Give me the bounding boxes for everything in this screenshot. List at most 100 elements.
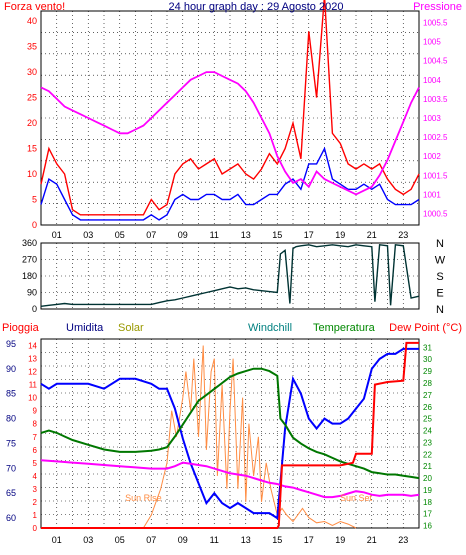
wind-direction-tick-label: 360 xyxy=(22,238,37,248)
wind-pressure-series xyxy=(40,0,420,221)
humidity-series-line xyxy=(40,347,419,520)
x-tick-label: 23 xyxy=(398,230,408,240)
temperature-tick-label: 26 xyxy=(423,403,432,412)
rain-humidity-temp-x-ticks: 01 03 05 07 09 11 13 15 17 19 21 23 xyxy=(52,535,409,545)
wind-direction-series xyxy=(40,244,420,307)
rain-tick-label: 8 xyxy=(33,420,38,429)
x-tick-label: 01 xyxy=(52,535,62,545)
rain-tick-label: 10 xyxy=(28,394,37,403)
x-tick-label: 03 xyxy=(83,230,93,240)
rain-tick-label: 2 xyxy=(33,498,38,507)
wind-direction-tick-label: 180 xyxy=(22,271,37,281)
wind-pressure-x-ticks: 01 03 05 07 09 11 13 15 17 19 21 23 xyxy=(52,230,409,240)
rain-tick-label: 12 xyxy=(28,368,37,377)
temperature-tick-label: 29 xyxy=(423,367,432,376)
x-tick-label: 17 xyxy=(304,535,314,545)
rain-tick-label: 0 xyxy=(33,524,38,533)
temperature-tick-label: 22 xyxy=(423,450,432,459)
wind-series-line xyxy=(40,146,420,221)
pressure-right-tick-label: 1002.5 xyxy=(423,133,448,142)
temperature-series-line xyxy=(40,367,420,480)
temperature-tick-label: 25 xyxy=(423,415,432,424)
rain-tick-label: 7 xyxy=(33,433,38,442)
dewpoint-series-line xyxy=(40,459,420,499)
wind-direction-tick-label: 0 xyxy=(32,304,37,314)
pressure-right-tick-label: 1005.5 xyxy=(423,18,448,27)
temperature-label: Temperatura xyxy=(313,322,376,334)
x-tick-label: 09 xyxy=(178,230,188,240)
wind-left-tick-label: 35 xyxy=(27,42,37,52)
pressure-right-tick-label: 1000.5 xyxy=(423,210,448,219)
x-tick-label: 11 xyxy=(210,535,219,545)
wind-left-axis-ticks: 0 5 10 15 20 25 30 35 40 xyxy=(27,16,37,230)
x-tick-label: 01 xyxy=(52,230,62,240)
sun-annotation-label: Sun Set xyxy=(340,493,373,503)
pressure-right-tick-label: 1001 xyxy=(423,190,441,199)
x-tick-label: 07 xyxy=(146,535,156,545)
x-tick-label: 05 xyxy=(115,535,125,545)
humidity-tick-label: 60 xyxy=(6,513,16,523)
humidity-tick-label: 70 xyxy=(6,463,16,473)
temperature-tick-label: 31 xyxy=(423,343,432,352)
solar-series-line xyxy=(142,345,357,529)
wind-left-tick-label: 30 xyxy=(27,67,37,77)
direction-series-line xyxy=(40,244,420,307)
x-tick-label: 11 xyxy=(210,230,219,240)
rain-tick-label: 9 xyxy=(33,407,38,416)
humidity-label: Umidita xyxy=(66,322,104,334)
humidity-tick-label: 95 xyxy=(6,339,16,349)
pressure-right-label: Pressione xyxy=(413,1,462,13)
dewpoint-label: Dew Point (°C) xyxy=(389,322,462,334)
temperature-tick-label: 16 xyxy=(423,522,432,531)
x-tick-label: 15 xyxy=(272,230,282,240)
temperature-tick-label: 27 xyxy=(423,391,432,400)
temperature-tick-label: 21 xyxy=(423,462,432,471)
rain-humidity-temp-series xyxy=(40,341,420,529)
x-tick-label: 19 xyxy=(335,535,345,545)
pressure-right-tick-label: 1002 xyxy=(423,152,441,161)
solar-label: Solar xyxy=(118,322,144,334)
wind-direction-y-ticks: 0 90 180 270 360 xyxy=(22,238,37,314)
rain-tick-label: 1 xyxy=(33,511,38,520)
compass-label: N xyxy=(436,304,444,316)
wind-left-tick-label: 20 xyxy=(27,118,37,128)
temperature-tick-label: 17 xyxy=(423,510,432,519)
x-tick-label: 23 xyxy=(398,535,408,545)
rain-series-line xyxy=(41,341,419,529)
wind-direction-tick-label: 90 xyxy=(27,288,37,298)
sun-annotations: Sun Rise Sun Set xyxy=(125,493,372,503)
humidity-tick-label: 85 xyxy=(6,389,16,399)
temperature-tick-label: 24 xyxy=(423,427,432,436)
pressure-right-tick-label: 1004 xyxy=(423,76,441,85)
temperature-axis-ticks: 16 17 18 19 20 21 22 23 24 25 26 27 28 29 30 31 xyxy=(423,343,432,530)
x-tick-label: 13 xyxy=(241,535,251,545)
humidity-tick-label: 90 xyxy=(6,364,16,374)
x-tick-label: 15 xyxy=(272,535,282,545)
wind-left-tick-label: 5 xyxy=(32,195,37,205)
wind-left-tick-label: 15 xyxy=(27,144,37,154)
pressure-right-tick-label: 1003 xyxy=(423,114,441,123)
rain-tick-label: 11 xyxy=(29,381,38,390)
wind-left-tick-label: 25 xyxy=(27,93,37,103)
x-tick-label: 09 xyxy=(178,535,188,545)
pressure-right-tick-label: 1001.5 xyxy=(423,171,448,180)
x-tick-label: 19 xyxy=(335,230,345,240)
wind-left-tick-label: 0 xyxy=(32,220,37,230)
wind-left-label: Forza vento! xyxy=(4,1,65,13)
windchill-label: Windchill xyxy=(248,322,292,334)
chart-title: 24 hour graph day : 29 Agosto 2020 xyxy=(169,1,344,13)
wind-left-tick-label: 10 xyxy=(27,169,37,179)
temperature-tick-label: 19 xyxy=(423,486,432,495)
temperature-tick-label: 18 xyxy=(423,498,432,507)
temperature-tick-label: 23 xyxy=(423,438,432,447)
x-tick-label: 13 xyxy=(241,230,251,240)
humidity-tick-label: 65 xyxy=(6,488,16,498)
compass-label: N xyxy=(436,238,444,250)
rain-tick-label: 13 xyxy=(28,355,37,364)
